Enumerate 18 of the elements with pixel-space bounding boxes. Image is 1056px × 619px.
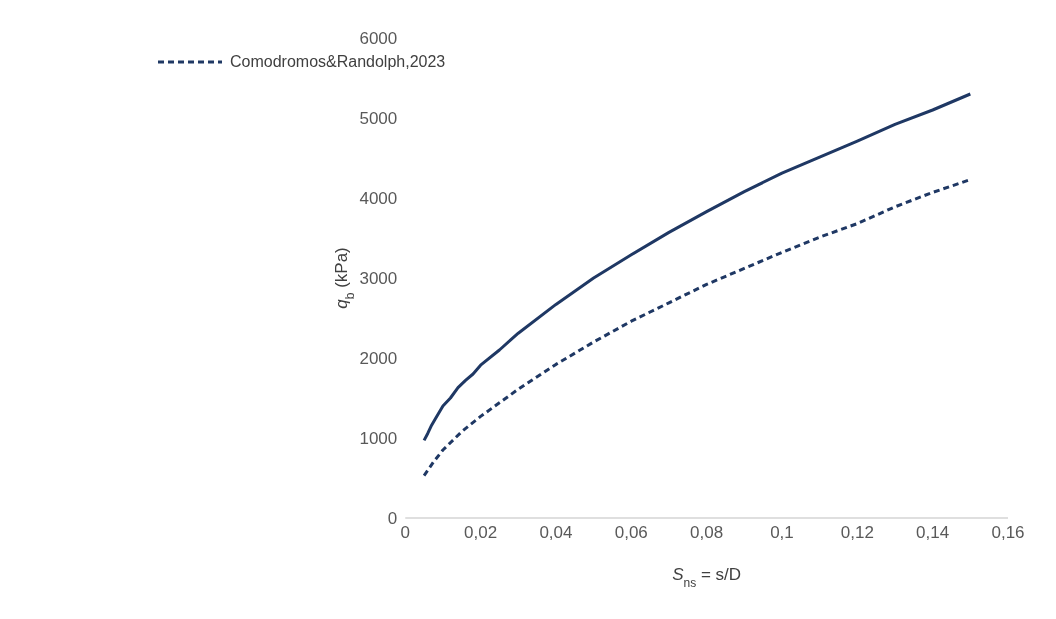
x-tick-label: 0,12 (840, 523, 874, 543)
x-tick-label: 0,02 (464, 523, 498, 543)
x-tick-label: 0,08 (690, 523, 724, 543)
y-tick-label: 0 (387, 509, 398, 529)
x-tick-label: 0,04 (539, 523, 573, 543)
y-tick-label: 1000 (359, 429, 398, 449)
y-tick-label: 2000 (359, 349, 398, 369)
y-tick-label: 6000 (359, 29, 398, 49)
y-tick-label: 5000 (359, 109, 398, 129)
line-series (422, 92, 972, 442)
x-tick-label: 0,06 (614, 523, 648, 543)
x-tick-label: 0,16 (991, 523, 1025, 543)
x-tick-label: 0,1 (770, 523, 794, 543)
legend-label: Comodromos&Randolph,2023 (230, 53, 446, 71)
y-tick-label: 3000 (359, 269, 398, 289)
x-axis-title: S$_{ns}$ = s/D (672, 565, 742, 590)
x-tick-label: 0,14 (916, 523, 950, 543)
y-tick-label: 4000 (359, 189, 398, 209)
